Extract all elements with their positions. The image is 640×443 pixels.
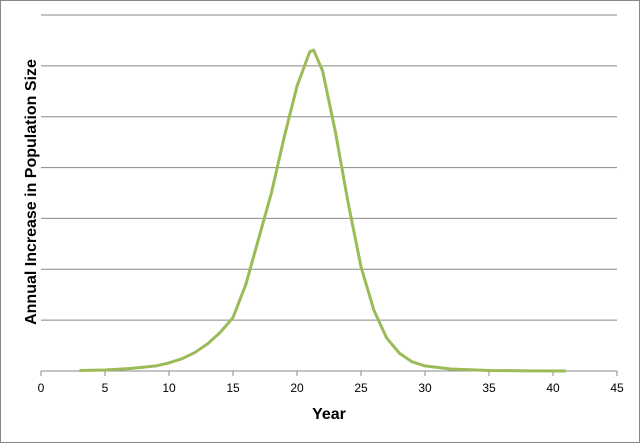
x-tick-label: 5 bbox=[102, 381, 109, 395]
x-tick-label: 0 bbox=[38, 381, 45, 395]
x-tick-label: 35 bbox=[482, 381, 496, 395]
line-series bbox=[79, 48, 566, 373]
x-tick-label: 25 bbox=[354, 381, 368, 395]
x-tick-label: 30 bbox=[418, 381, 432, 395]
x-axis-title: Year bbox=[312, 406, 346, 423]
x-tick-label: 15 bbox=[226, 381, 240, 395]
x-tick-label: 45 bbox=[610, 381, 624, 395]
y-axis-title: Annual Increase in Population Size bbox=[23, 59, 40, 325]
x-tick-label: 20 bbox=[290, 381, 304, 395]
x-tick-label: 40 bbox=[546, 381, 560, 395]
x-tick-label: 10 bbox=[162, 381, 176, 395]
